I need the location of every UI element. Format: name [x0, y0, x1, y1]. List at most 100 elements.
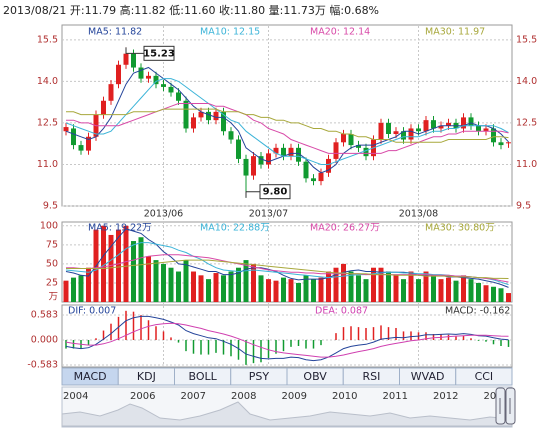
y-unit-label: 万 [48, 292, 58, 303]
candle-body [78, 145, 84, 151]
volume-bar [431, 275, 436, 302]
candle-body [348, 134, 354, 146]
candle-body [273, 147, 279, 154]
x-tick-label: 2013/07 [249, 209, 288, 220]
y-tick-label: 75 [46, 239, 58, 250]
volume-bar [326, 271, 331, 302]
candle-body [258, 156, 264, 165]
ma-line [65, 66, 509, 174]
y-tick-label-right: 15.5 [516, 34, 537, 45]
candle-body [311, 178, 316, 182]
annotation-box [143, 45, 175, 61]
ma-line [66, 108, 509, 143]
ma-line [65, 315, 509, 362]
indicator-tab[interactable]: OBV [286, 367, 344, 386]
indicator-tab[interactable]: KDJ [117, 367, 175, 386]
navigator-year: 2009 [282, 391, 307, 402]
candle-body [183, 100, 189, 129]
volume-panel [61, 221, 513, 303]
volume-bar [446, 277, 451, 302]
header-quote: 2013/08/21 开:11.79 高:11.82 低:11.60 收:11.… [3, 3, 379, 17]
ma-line [66, 103, 509, 154]
candle-body [378, 122, 384, 140]
navigator: 200420062007200820092010201120122013 [61, 386, 513, 428]
tab-label: WVAD [411, 370, 445, 383]
candle-body [206, 111, 211, 121]
y-tick-label-right: 11.0 [516, 159, 537, 170]
volume-bar [198, 275, 204, 302]
indicator-tab[interactable]: PSY [230, 367, 288, 386]
volume-bar [311, 279, 316, 302]
tab-background [455, 367, 513, 386]
navigator-year: 2010 [332, 391, 357, 402]
candle-body [386, 122, 391, 134]
candle-body [393, 131, 399, 134]
x-tick-label: 2013/08 [399, 209, 438, 220]
legend-entry: DIF: 0.007 [68, 306, 116, 317]
volume-bar [498, 288, 504, 302]
candle-body [296, 147, 301, 162]
y-tick-label: 0.583 [31, 309, 58, 320]
volume-bar [131, 241, 136, 302]
volume-bar [318, 277, 324, 302]
volume-bar [161, 263, 166, 302]
volume-bar [258, 275, 264, 302]
y-tick-label: 50 [46, 258, 58, 269]
navigator-year: 2004 [63, 391, 88, 402]
ma-line [66, 259, 509, 279]
tab-label: OBV [303, 370, 327, 383]
candle-body [506, 142, 511, 144]
volume-bar [138, 237, 144, 302]
volume-bar [71, 277, 76, 302]
volume-bar [468, 279, 474, 302]
y-tick-label: 9.5 [43, 201, 58, 212]
candle-body [138, 67, 144, 79]
volume-bar [296, 282, 301, 302]
navigator-year: 2006 [130, 391, 155, 402]
candle-body [123, 53, 129, 65]
volume-bar [491, 286, 496, 302]
candle-body [146, 75, 151, 79]
ma-line [65, 78, 509, 165]
candle-body [213, 111, 219, 121]
volume-bar [243, 260, 249, 302]
indicator-tab[interactable]: WVAD [399, 367, 457, 386]
candle-body [161, 84, 166, 87]
indicator-tab[interactable]: BOLL [174, 367, 232, 386]
volume-bar [153, 260, 159, 302]
annotation-label: 9.80 [263, 187, 288, 198]
candle-body [491, 128, 496, 143]
indicator-tab[interactable]: MACD [61, 367, 119, 386]
candle-body [288, 147, 294, 157]
volume-bar [423, 271, 429, 302]
volume-bar [341, 263, 346, 302]
tab-label: CCI [475, 370, 494, 383]
y-tick-label: 14.0 [37, 76, 58, 87]
candle-body [438, 125, 444, 129]
candle-body [176, 92, 181, 101]
candle-body [461, 117, 466, 129]
volume-bar [303, 275, 309, 302]
annotation-box [259, 184, 291, 200]
volume-bar [438, 279, 444, 302]
candle-body [341, 134, 346, 143]
volume-bar [288, 279, 294, 302]
candle-body [221, 111, 226, 132]
indicator-tab[interactable]: CCI [455, 367, 513, 386]
candle-body [326, 158, 331, 173]
legend-entry: MA30: 11.97 [425, 27, 485, 38]
volume-bar [333, 267, 339, 302]
candle-body [281, 147, 286, 157]
legend-entry: MA20: 26.27万 [310, 223, 380, 234]
candle-body [483, 128, 489, 132]
indicator-tab[interactable]: RSI [342, 367, 400, 386]
volume-bar [108, 234, 114, 302]
candle-body [356, 145, 361, 148]
y-tick-label: 15.5 [37, 34, 58, 45]
volume-bar [371, 267, 376, 302]
candle-body [363, 147, 369, 157]
candle-body [498, 142, 504, 146]
volume-bar [221, 275, 226, 302]
volume-bar [116, 229, 121, 302]
